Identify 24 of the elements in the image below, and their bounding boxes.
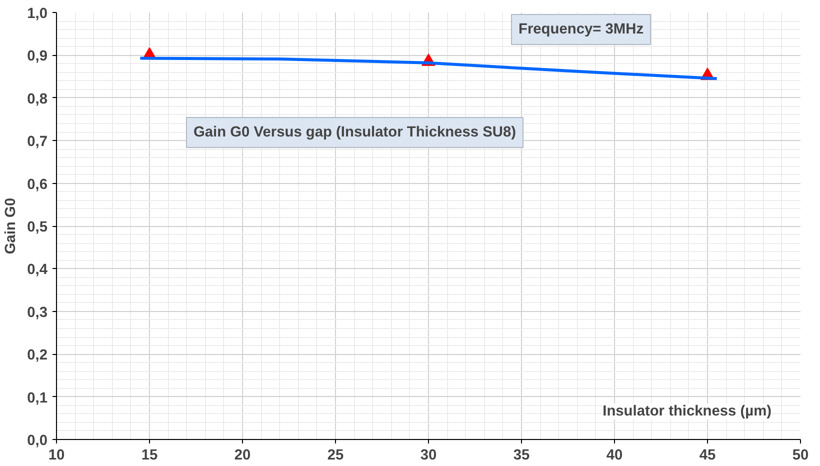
y-tick-label: 0,1 (27, 390, 48, 406)
y-tick-label: 1,0 (27, 6, 48, 22)
y-tick-label: 0,6 (27, 176, 48, 193)
y-tick-label: 0,5 (27, 220, 48, 236)
x-axis-title: Insulator thickness (µm) (602, 404, 772, 420)
text: Gain G0 Versus gap (Insulator Thickness SU8) (194, 124, 516, 140)
y-tick-label: 0,8 (27, 91, 48, 108)
x-tick-label: 30 (420, 448, 437, 464)
x-tick-label: 15 (141, 448, 158, 464)
x-tick-label: 45 (699, 448, 716, 464)
y-tick-label: 0,0 (27, 433, 48, 449)
y-tick-label: 0,3 (27, 304, 48, 321)
y-tick-label: 0,9 (27, 48, 48, 65)
y-tick-label: 0,2 (27, 348, 48, 364)
x-tick-label: 40 (606, 448, 623, 464)
y-tick-label: 0,7 (27, 134, 48, 150)
x-tick-label: 10 (48, 448, 65, 464)
annotation: Frequency= 3MHz (518, 22, 644, 38)
x-tick-label: 25 (327, 448, 344, 464)
x-tick-label: 35 (513, 448, 530, 464)
x-tick-label: 20 (234, 448, 251, 464)
x-tick-label: 50 (792, 448, 809, 464)
y-tick-label: 0,4 (27, 262, 48, 278)
y-axis-title: Gain G0 (3, 198, 20, 254)
